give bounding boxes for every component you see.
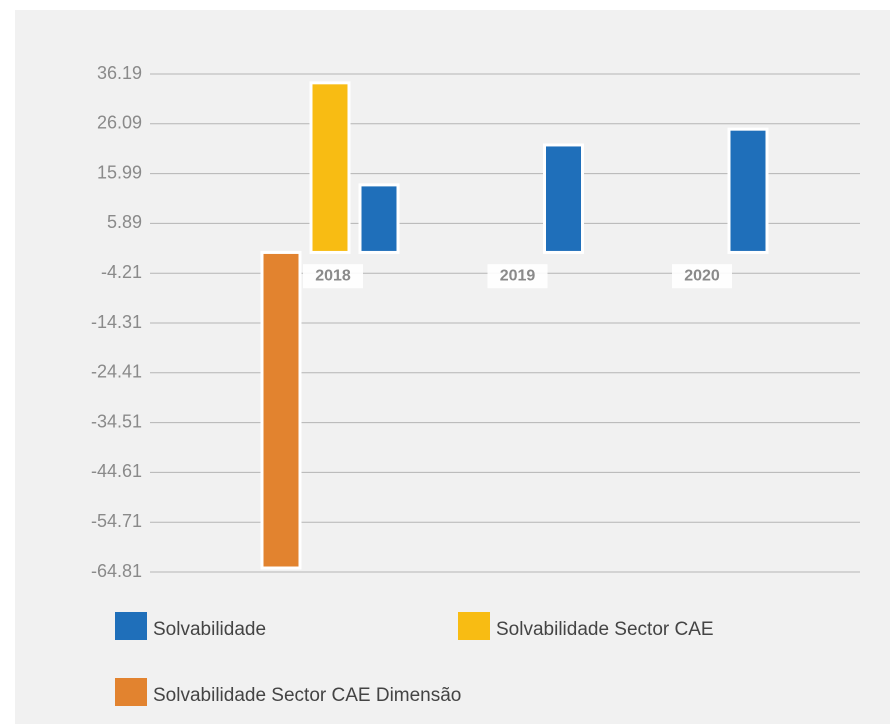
bar <box>309 81 351 254</box>
x-tick-label: 2019 <box>500 267 536 284</box>
y-tick-label: 15.99 <box>97 162 142 182</box>
bar <box>358 183 400 254</box>
x-tick-label: 2018 <box>315 267 351 284</box>
y-tick-label: -24.41 <box>91 362 142 382</box>
y-tick-label: -44.61 <box>91 461 142 481</box>
legend-label: Solvabilidade <box>153 619 266 640</box>
y-tick-label: 36.19 <box>97 63 142 83</box>
x-label-bg <box>303 264 363 289</box>
bar <box>260 250 302 570</box>
legend-swatch <box>115 612 147 640</box>
y-tick-label: -64.81 <box>91 561 142 581</box>
x-label-bg <box>672 264 732 289</box>
x-label-bg <box>487 264 548 289</box>
y-tick-label: -4.21 <box>101 262 142 282</box>
y-tick-label: -14.31 <box>91 312 142 332</box>
y-tick-label: 5.89 <box>107 212 142 232</box>
bar <box>543 143 584 254</box>
legend-swatch <box>458 612 490 640</box>
y-tick-label: 26.09 <box>97 113 142 133</box>
legend-label: Solvabilidade Sector CAE <box>496 619 714 640</box>
y-tick-label: -54.71 <box>91 511 142 531</box>
bar <box>727 127 769 254</box>
legend-label: Solvabilidade Sector CAE Dimensão <box>153 685 461 706</box>
x-tick-label: 2020 <box>684 267 720 284</box>
legend-swatch <box>115 678 147 706</box>
y-tick-label: -34.51 <box>91 411 142 431</box>
